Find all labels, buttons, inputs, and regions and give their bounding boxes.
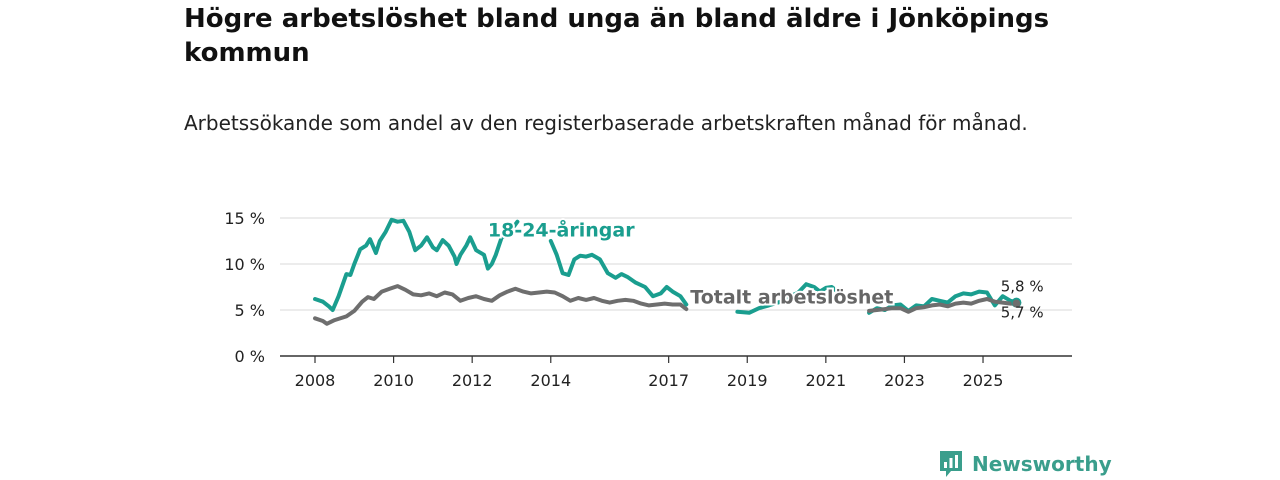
- grid-layer: 0 % 5 % 10 % 15 % 2008 2010 2012 2014 2017 2019 20…: [224, 209, 1072, 390]
- annotation-label: 5,8 %: [1001, 278, 1044, 296]
- chart-subtitle: Arbetssökande som andel av den registerb…: [184, 111, 1028, 135]
- annotation-label: 18-24-åringar: [488, 217, 635, 241]
- label-layer: 18-24-åringar Totalt arbetslöshet 5,8 % 5,7…: [486, 215, 1044, 321]
- x-tick-label: 2019: [727, 371, 768, 390]
- x-tick-label: 2010: [373, 371, 414, 390]
- series-line: [313, 217, 520, 312]
- annotation-label: Totalt arbetslöshet: [690, 287, 893, 309]
- x-tick-label: 2021: [805, 371, 846, 390]
- series-layer: [313, 217, 1022, 326]
- x-tick-label: 2025: [963, 371, 1004, 390]
- endpoint-marker: [1012, 299, 1021, 308]
- x-tick-label: 2017: [648, 371, 689, 390]
- brand-logo: Newsworthy: [938, 449, 1112, 479]
- series-line: [735, 282, 840, 315]
- y-tick-label: 5 %: [235, 301, 265, 320]
- brand-name: Newsworthy: [972, 452, 1112, 476]
- y-tick-label: 10 %: [224, 255, 265, 274]
- annotation-label: 5,7 %: [1001, 303, 1044, 321]
- y-tick-label: 15 %: [224, 209, 265, 228]
- x-tick-label: 2012: [452, 371, 493, 390]
- x-tick-label: 2023: [884, 371, 925, 390]
- series-line: [548, 239, 689, 307]
- series-line: [867, 297, 1019, 314]
- y-tick-label: 0 %: [235, 347, 265, 366]
- x-tick-label: 2014: [530, 371, 571, 390]
- chart-title: Högre arbetslöshet bland unga än bland ä…: [184, 4, 1050, 68]
- series-line: [313, 284, 689, 326]
- x-tick-label: 2008: [295, 371, 336, 390]
- newsworthy-logo-icon: [940, 451, 962, 477]
